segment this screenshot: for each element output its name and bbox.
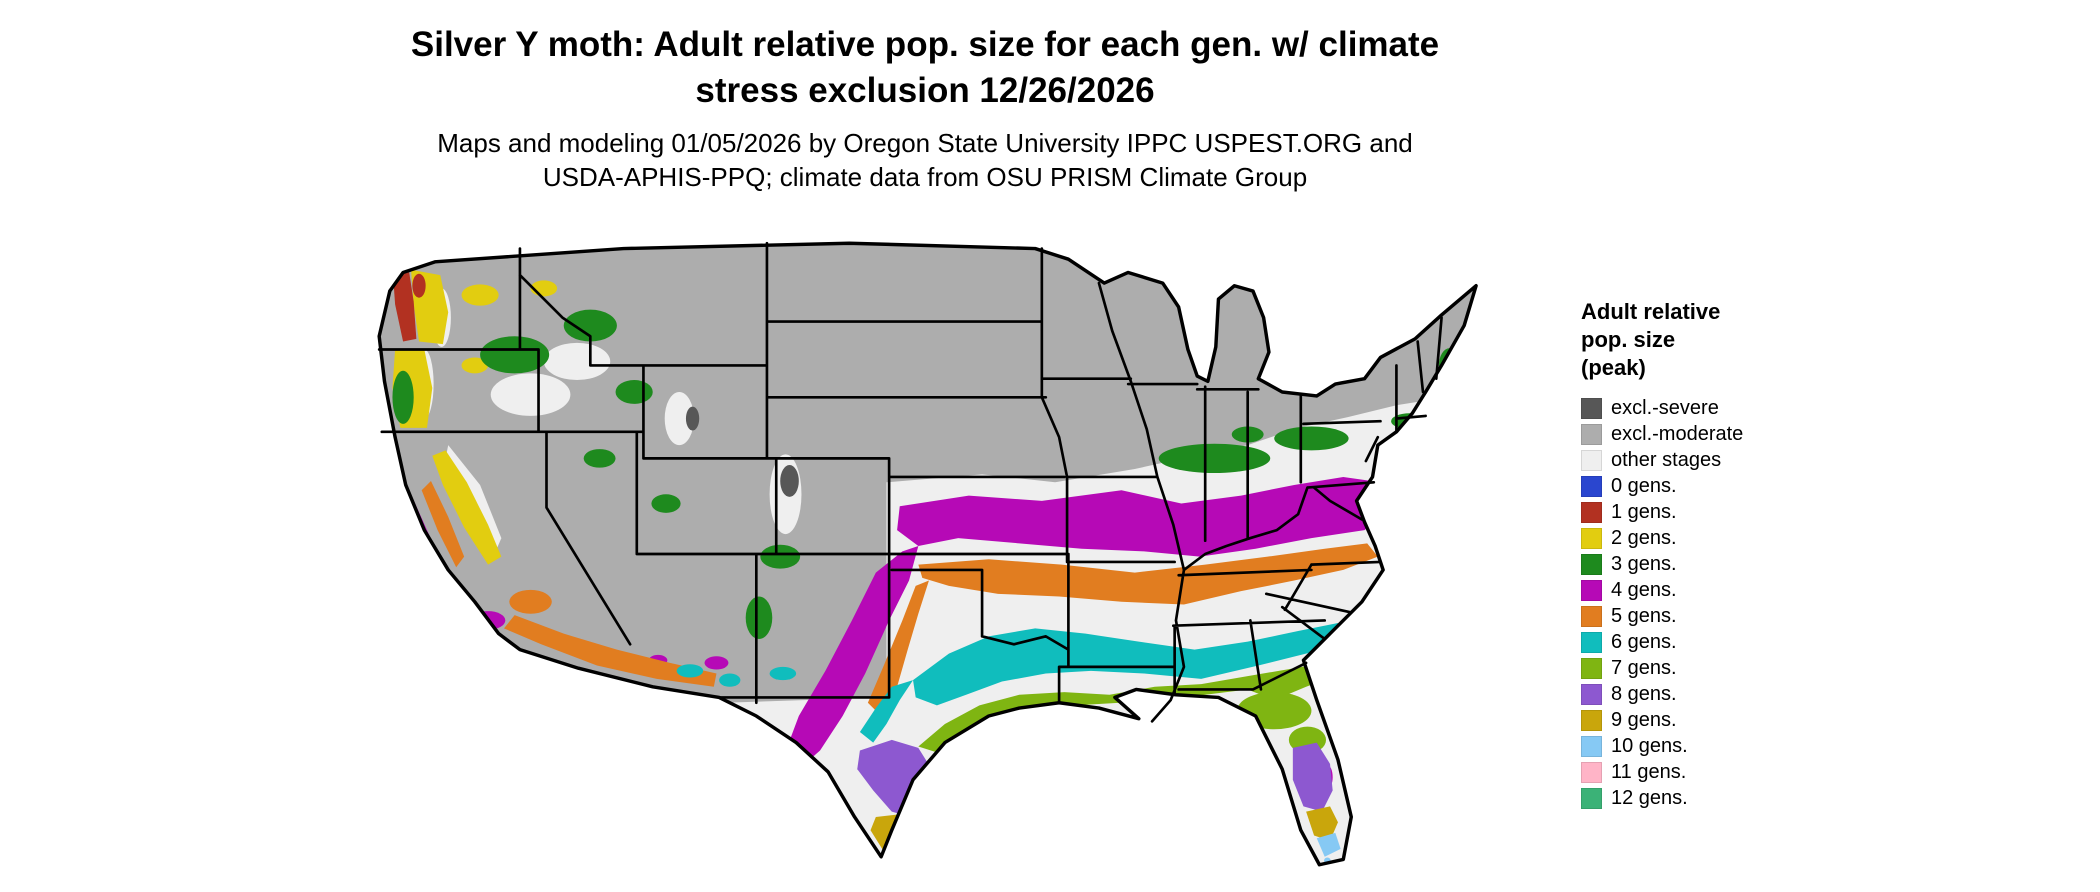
map-subtitle-line1: Maps and modeling 01/05/2026 by Oregon S… bbox=[437, 128, 1413, 158]
legend-item: excl.-severe bbox=[1581, 395, 1911, 421]
legend-item: 1 gens. bbox=[1581, 499, 1911, 525]
legend-item-label: 1 gens. bbox=[1611, 500, 1677, 523]
legend-item-label: 11 gens. bbox=[1611, 760, 1687, 783]
legend-item-label: 7 gens. bbox=[1611, 656, 1677, 679]
legend-color-swatch bbox=[1581, 475, 1602, 497]
us-generation-map bbox=[318, 222, 1520, 886]
legend-item-label: 2 gens. bbox=[1611, 526, 1677, 549]
region-excl-severe bbox=[685, 406, 799, 497]
legend-item-label: other stages bbox=[1611, 448, 1722, 471]
legend-item-label: 3 gens. bbox=[1611, 552, 1677, 575]
us-map-svg bbox=[377, 241, 1478, 867]
legend-item-label: 8 gens. bbox=[1611, 682, 1677, 705]
map-subtitle-line2: USDA-APHIS-PPQ; climate data from OSU PR… bbox=[542, 162, 1308, 192]
legend-items: excl.-severe excl.-moderate other stages… bbox=[1581, 395, 1911, 811]
legend-title-line3: (peak) bbox=[1581, 355, 1646, 380]
legend-color-swatch bbox=[1581, 501, 1602, 523]
legend-item: 10 gens. bbox=[1581, 733, 1911, 759]
legend-color-swatch bbox=[1581, 553, 1602, 575]
legend-item-label: excl.-moderate bbox=[1611, 422, 1744, 445]
legend-item-label: 4 gens. bbox=[1611, 578, 1677, 601]
legend-color-swatch bbox=[1581, 761, 1602, 783]
legend-title: Adult relative pop. size (peak) bbox=[1581, 298, 1911, 382]
legend-item: 8 gens. bbox=[1581, 681, 1911, 707]
legend-item: 5 gens. bbox=[1581, 603, 1911, 629]
legend-item: 11 gens. bbox=[1581, 759, 1911, 785]
legend-color-swatch bbox=[1581, 735, 1602, 757]
map-title-line1: Silver Y moth: Adult relative pop. size … bbox=[410, 25, 1440, 64]
legend-color-swatch bbox=[1581, 683, 1602, 705]
map-title-line2: stress exclusion 12/26/2026 bbox=[695, 71, 1155, 110]
legend-item: 12 gens. bbox=[1581, 785, 1911, 811]
legend-item: 9 gens. bbox=[1581, 707, 1911, 733]
legend-item: 4 gens. bbox=[1581, 577, 1911, 603]
region-1-gens bbox=[392, 267, 426, 342]
legend-item-label: excl.-severe bbox=[1611, 396, 1719, 419]
legend-color-swatch bbox=[1581, 449, 1602, 471]
legend-item-label: 9 gens. bbox=[1611, 708, 1677, 731]
generation-regions bbox=[389, 267, 1477, 865]
legend-item: 7 gens. bbox=[1581, 655, 1911, 681]
legend-item-label: 12 gens. bbox=[1611, 786, 1688, 809]
legend-color-swatch bbox=[1581, 631, 1602, 653]
region-5-gens bbox=[421, 480, 1378, 717]
legend-color-swatch bbox=[1581, 579, 1602, 601]
legend-item: other stages bbox=[1581, 447, 1911, 473]
legend-color-swatch bbox=[1581, 605, 1602, 627]
legend-item: excl.-moderate bbox=[1581, 421, 1911, 447]
legend-color-swatch bbox=[1581, 397, 1602, 419]
legend-item: 2 gens. bbox=[1581, 525, 1911, 551]
legend-color-swatch bbox=[1581, 787, 1602, 809]
legend: Adult relative pop. size (peak) excl.-se… bbox=[1581, 298, 1911, 811]
legend-color-swatch bbox=[1581, 527, 1602, 549]
legend-item: 0 gens. bbox=[1581, 473, 1911, 499]
legend-item: 3 gens. bbox=[1581, 551, 1911, 577]
legend-item-label: 5 gens. bbox=[1611, 604, 1677, 627]
region-9-gens bbox=[870, 806, 1338, 852]
legend-item-label: 10 gens. bbox=[1611, 734, 1688, 757]
legend-title-line1: Adult relative bbox=[1581, 299, 1721, 324]
us-coastline bbox=[377, 241, 1478, 867]
legend-item-label: 6 gens. bbox=[1611, 630, 1677, 653]
map-subtitle: Maps and modeling 01/05/2026 by Oregon S… bbox=[0, 126, 1850, 194]
legend-color-swatch bbox=[1581, 709, 1602, 731]
legend-item-label: 0 gens. bbox=[1611, 474, 1677, 497]
map-title: Silver Y moth: Adult relative pop. size … bbox=[0, 22, 1850, 114]
legend-item: 6 gens. bbox=[1581, 629, 1911, 655]
legend-color-swatch bbox=[1581, 423, 1602, 445]
state-borders bbox=[377, 241, 1443, 723]
legend-title-line2: pop. size bbox=[1581, 327, 1676, 352]
legend-color-swatch bbox=[1581, 657, 1602, 679]
